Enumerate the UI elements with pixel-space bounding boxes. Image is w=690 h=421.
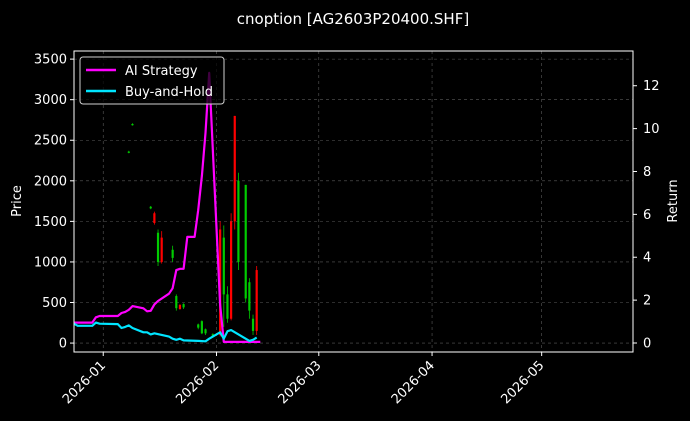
y-tick-label: 2500 xyxy=(34,134,67,149)
candle-body xyxy=(230,221,233,319)
y-tick-label: 0 xyxy=(59,337,67,352)
candle-body xyxy=(237,180,240,262)
chart-title: cnoption [AG2603P20400.SHF] xyxy=(237,10,469,28)
series-line-buy-and-hold xyxy=(73,321,258,343)
y2-tick-label: 12 xyxy=(643,79,660,94)
candle-body xyxy=(131,124,134,126)
candle-body xyxy=(233,115,236,222)
legend: AI Strategy Buy-and-Hold xyxy=(79,56,225,105)
return-lines xyxy=(73,71,261,343)
y2-tick-label: 8 xyxy=(643,165,651,180)
y2-tick-label: 10 xyxy=(643,122,660,137)
plot-frame xyxy=(73,50,634,353)
y-tick-label: 500 xyxy=(42,296,67,311)
y2-axis-label: Return xyxy=(666,179,681,222)
y2-tick-label: 4 xyxy=(643,251,651,266)
candle-body xyxy=(178,304,182,309)
candle-body xyxy=(251,318,255,331)
y-tick-label: 1500 xyxy=(34,215,67,230)
candle-body xyxy=(255,270,258,331)
y2-tick-label: 2 xyxy=(643,294,651,309)
candle-body xyxy=(127,151,130,153)
candle-body xyxy=(244,184,247,299)
candle-body xyxy=(149,206,152,209)
y-tick-label: 3000 xyxy=(34,93,67,108)
candle-body xyxy=(160,237,163,262)
candle-body xyxy=(153,213,156,223)
candle-body xyxy=(204,329,207,334)
series-line-ai-strategy xyxy=(74,71,261,343)
y-axis-left: 0 500 1000 1500 2000 2500 3000 3500 xyxy=(34,53,74,352)
candle-body xyxy=(222,237,225,295)
candle-body xyxy=(156,232,160,262)
legend-label-buy-and-hold: Buy-and-Hold xyxy=(125,85,213,100)
candle-body xyxy=(226,294,229,319)
y-tick-label: 2000 xyxy=(34,174,67,189)
candle-body xyxy=(197,324,200,328)
candle-body xyxy=(175,296,178,309)
candle-body xyxy=(200,321,203,334)
y-axis-label: Price xyxy=(10,185,25,217)
candle-body xyxy=(248,282,251,311)
y2-tick-label: 6 xyxy=(643,208,651,223)
y2-tick-label: 0 xyxy=(643,336,651,351)
candle-body xyxy=(182,304,185,308)
candle-body xyxy=(171,249,174,258)
y-tick-label: 3500 xyxy=(34,53,67,68)
legend-label-ai-strategy: AI Strategy xyxy=(125,64,198,79)
y-tick-label: 1000 xyxy=(34,255,67,270)
y-axis-right: 0 2 4 6 8 10 12 xyxy=(633,79,660,351)
